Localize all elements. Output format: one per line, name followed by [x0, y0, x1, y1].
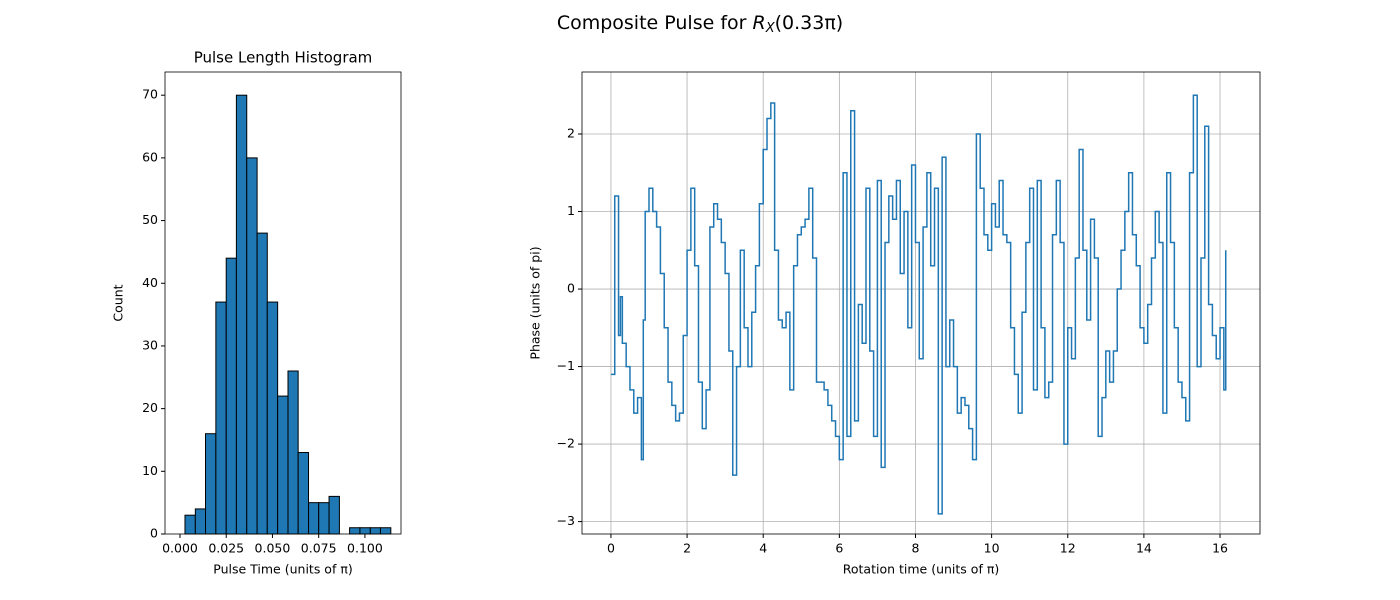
title-text: Composite Pulse for — [557, 12, 753, 34]
bar — [215, 301, 227, 535]
title-subscript: X — [765, 21, 776, 36]
x-tick-label: 0 — [607, 541, 615, 556]
x-axis-label: Pulse Time (units of π) — [213, 562, 352, 577]
bar — [225, 257, 237, 535]
y-tick-label: 50 — [142, 212, 158, 227]
y-tick-label: 0 — [567, 281, 575, 296]
x-tick-label: 0.025 — [208, 541, 244, 556]
y-tick-label: 60 — [142, 149, 158, 164]
x-tick-label: 8 — [912, 541, 920, 556]
axes-frame — [581, 71, 1261, 535]
y-tick-label: 40 — [142, 275, 158, 290]
y-tick-label: 0 — [150, 526, 158, 541]
bar — [246, 157, 258, 535]
bar — [184, 514, 196, 535]
y-tick-label: 2 — [567, 126, 575, 141]
bar — [328, 495, 340, 535]
phase-line — [610, 94, 1227, 515]
bar — [205, 433, 217, 535]
figure-title: Composite Pulse for RX(0.33π) — [557, 12, 843, 36]
axes-frame — [164, 71, 402, 535]
x-tick-label: 0.100 — [347, 541, 383, 556]
y-tick-label: 30 — [142, 337, 158, 352]
axes-title: Pulse Length Histogram — [194, 49, 373, 67]
x-tick-label: 2 — [683, 541, 691, 556]
y-tick-label: −1 — [557, 358, 575, 373]
x-tick-label: 0.050 — [255, 541, 291, 556]
title-symbol: R — [753, 12, 766, 34]
bar — [287, 370, 299, 535]
x-tick-label: 12 — [1060, 541, 1076, 556]
bar — [266, 301, 279, 535]
y-tick-label: 20 — [142, 400, 158, 415]
bar — [297, 452, 310, 535]
bar — [235, 94, 248, 535]
y-tick-label: 1 — [567, 203, 575, 218]
bar — [277, 395, 289, 535]
y-tick-label: −3 — [557, 513, 575, 528]
x-tick-label: 0.000 — [162, 541, 198, 556]
bar — [194, 508, 207, 535]
x-axis-label: Rotation time (units of π) — [843, 562, 999, 577]
y-tick-label: −2 — [557, 436, 575, 451]
title-argument: (0.33π) — [775, 12, 844, 34]
y-tick-label: 10 — [142, 463, 158, 478]
x-tick-label: 4 — [759, 541, 767, 556]
x-tick-label: 14 — [1136, 541, 1152, 556]
bar — [379, 527, 392, 535]
y-tick-label: 70 — [142, 87, 158, 102]
x-tick-label: 10 — [984, 541, 1000, 556]
bar — [359, 527, 371, 535]
bar — [256, 232, 268, 535]
bar — [308, 502, 320, 535]
bar — [318, 502, 330, 535]
x-tick-label: 0.075 — [301, 541, 337, 556]
x-tick-label: 16 — [1212, 541, 1228, 556]
bar — [349, 527, 361, 535]
y-axis-label: Phase (units of pi) — [528, 246, 543, 359]
bar — [369, 527, 381, 535]
y-axis-label: Count — [111, 284, 126, 321]
x-tick-label: 6 — [835, 541, 843, 556]
